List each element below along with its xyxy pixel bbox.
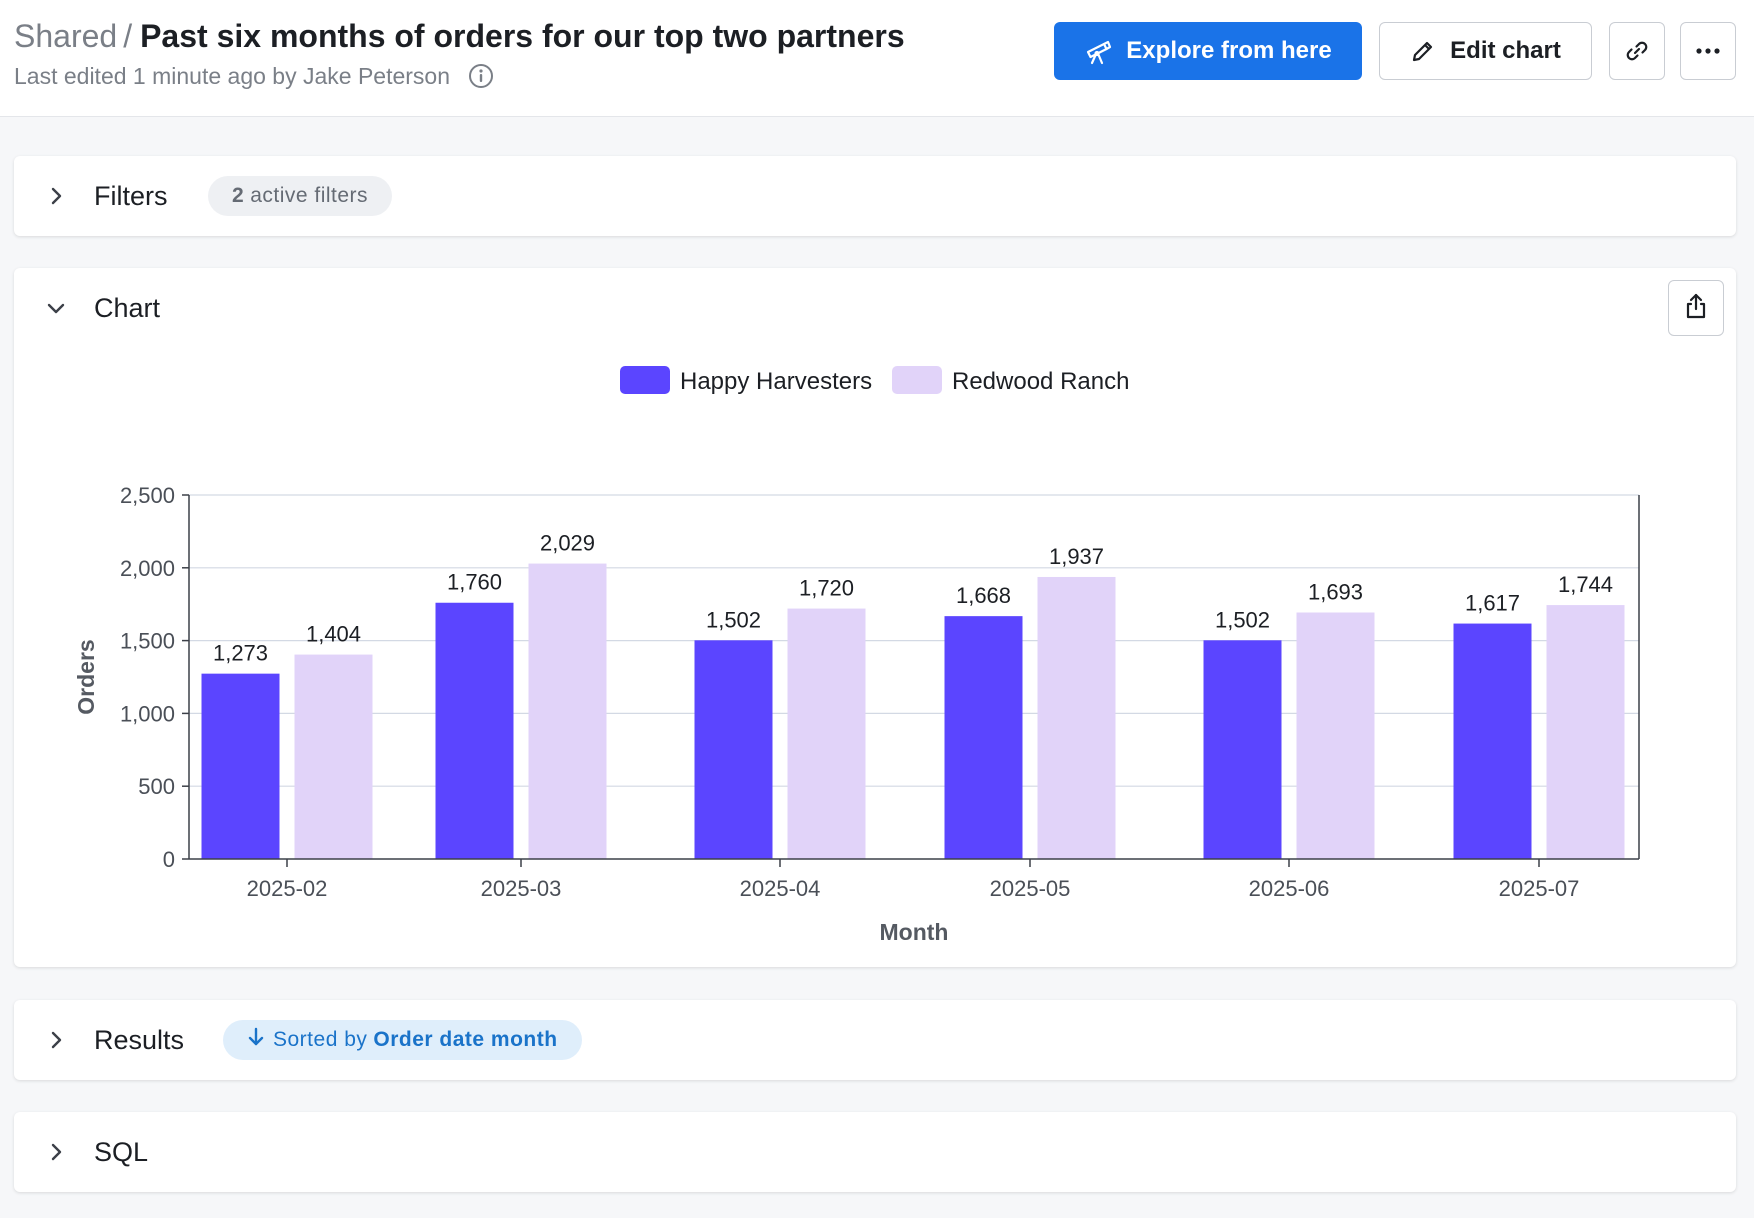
info-icon[interactable] (468, 63, 494, 89)
y-tick-label: 2,500 (120, 483, 175, 508)
bar (787, 608, 866, 859)
breadcrumb-separator: / (123, 18, 133, 54)
x-tick-label: 2025-07 (1499, 876, 1580, 901)
legend-label: Redwood Ranch (952, 368, 1129, 395)
y-axis-title: Orders (73, 639, 99, 714)
data-label: 1,617 (1465, 591, 1520, 616)
filters-label: Filters (94, 181, 168, 211)
arrow-down-icon (247, 1027, 273, 1053)
active-filters-count: 2 (232, 184, 245, 207)
bar (1453, 623, 1532, 859)
chevron-right-icon (44, 1028, 68, 1052)
telescope-icon (1084, 37, 1112, 65)
legend-label: Happy Harvesters (680, 368, 872, 395)
bar (435, 602, 514, 859)
pencil-icon (1410, 38, 1436, 64)
results-panel: Results Sorted by Order date month (14, 1000, 1736, 1080)
filters-panel: Filters 2 active filters (14, 156, 1736, 236)
bar (1546, 605, 1625, 859)
sql-label: SQL (94, 1137, 149, 1167)
filters-header[interactable]: Filters 2 active filters (14, 156, 1736, 236)
chevron-right-icon (44, 184, 68, 208)
page-header: Shared / Past six months of orders for our… (0, 0, 1754, 117)
sql-panel: SQL (14, 1112, 1736, 1192)
breadcrumb-shared[interactable]: Shared (14, 18, 118, 54)
more-options-button[interactable] (1680, 22, 1736, 80)
y-tick-label: 1,000 (120, 701, 175, 726)
bar (294, 654, 373, 859)
bar (944, 616, 1023, 859)
results-header[interactable]: Results Sorted by Order date month (14, 1000, 1736, 1080)
title-line: Shared / Past six months of orders for our… (14, 16, 905, 56)
data-label: 2,029 (540, 531, 595, 556)
chart-label: Chart (94, 293, 161, 323)
bar (694, 640, 773, 859)
data-label: 1,720 (799, 576, 854, 601)
sort-badge[interactable]: Sorted by Order date month (223, 1020, 582, 1060)
sql-header[interactable]: SQL (14, 1112, 1736, 1192)
sort-prefix: Sorted by (273, 1028, 368, 1051)
chart-panel: Chart 0 500 1,000 1,500 2,000 2,500 1,273 1,404… (14, 268, 1736, 967)
legend-swatch (620, 366, 670, 394)
bar (1203, 640, 1282, 859)
page-title: Past six months of orders for our top tw… (140, 18, 905, 54)
y-tick-label: 500 (138, 774, 175, 799)
x-tick-label: 2025-06 (1249, 876, 1330, 901)
data-label: 1,502 (1215, 607, 1270, 632)
sort-field: Order date month (373, 1028, 558, 1051)
bar (528, 563, 607, 859)
x-tick-label: 2025-03 (481, 876, 562, 901)
data-label: 1,404 (306, 622, 361, 647)
x-tick-label: 2025-05 (990, 876, 1071, 901)
y-tick-label: 2,000 (120, 556, 175, 581)
y-tick-label: 0 (163, 847, 175, 872)
x-axis-title: Month (880, 919, 949, 945)
bar-chart: 0 500 1,000 1,500 2,000 2,500 1,273 1,404 2025-0… (73, 366, 1640, 945)
data-label: 1,668 (956, 583, 1011, 608)
y-tick-label: 1,500 (120, 629, 175, 654)
data-label: 1,937 (1049, 544, 1104, 569)
copy-link-button[interactable] (1609, 22, 1665, 80)
data-label: 1,760 (447, 570, 502, 595)
legend-swatch (892, 366, 942, 394)
edit-chart-button[interactable]: Edit chart (1379, 22, 1592, 80)
explore-button-label: Explore from here (1126, 37, 1332, 64)
ellipsis-icon (1694, 47, 1722, 55)
edit-chart-label: Edit chart (1450, 37, 1561, 64)
bar (1037, 576, 1116, 859)
explore-from-here-button[interactable]: Explore from here (1054, 22, 1362, 80)
last-edited-text: Last edited 1 minute ago by Jake Peterso… (14, 63, 451, 89)
data-label: 1,273 (213, 641, 268, 666)
active-filters-text: active filters (250, 184, 369, 207)
share-icon (1683, 292, 1709, 325)
share-button[interactable] (1668, 280, 1724, 336)
bar (201, 673, 280, 859)
data-label: 1,744 (1558, 572, 1613, 597)
results-label: Results (94, 1025, 185, 1055)
x-tick-label: 2025-02 (247, 876, 328, 901)
chevron-down-icon (44, 296, 68, 320)
data-label: 1,502 (706, 607, 761, 632)
data-label: 1,693 (1308, 579, 1363, 604)
active-filters-badge: 2 active filters (208, 176, 393, 216)
last-edited-info: Last edited 1 minute ago by Jake Peterso… (14, 61, 494, 91)
link-icon (1624, 38, 1650, 64)
chart-header[interactable]: Chart (14, 268, 1634, 348)
x-tick-label: 2025-04 (740, 876, 821, 901)
bar (1296, 612, 1375, 859)
chevron-right-icon (44, 1140, 68, 1164)
